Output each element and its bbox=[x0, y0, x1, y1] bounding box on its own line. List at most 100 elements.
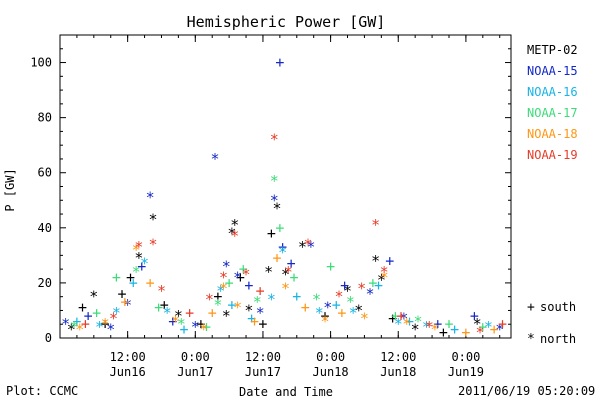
data-point: * bbox=[227, 224, 236, 242]
data-point: * bbox=[425, 318, 434, 336]
data-point: + bbox=[405, 312, 414, 330]
data-point: + bbox=[72, 312, 81, 330]
data-point: + bbox=[478, 318, 487, 336]
data-point: + bbox=[202, 318, 211, 336]
data-point: + bbox=[239, 260, 248, 278]
x-tick-time-label: 12:00 bbox=[245, 350, 281, 364]
x-tick-date-label: Jun19 bbox=[448, 365, 484, 379]
data-point: * bbox=[495, 321, 504, 339]
legend-entry: NOAA-15 bbox=[527, 64, 578, 78]
data-point: + bbox=[444, 315, 453, 333]
data-point: * bbox=[270, 172, 279, 190]
data-point: * bbox=[199, 321, 208, 339]
data-point: * bbox=[484, 318, 493, 336]
data-point: + bbox=[332, 296, 341, 314]
data-point: + bbox=[301, 299, 310, 317]
data-point: + bbox=[196, 315, 205, 333]
data-point: * bbox=[70, 318, 79, 336]
data-point: * bbox=[399, 310, 408, 328]
data-point: + bbox=[213, 288, 222, 306]
y-tick-label: 80 bbox=[38, 111, 52, 125]
data-point: * bbox=[264, 263, 273, 281]
data-point: + bbox=[126, 268, 135, 286]
data-point: + bbox=[368, 274, 377, 292]
data-point: + bbox=[450, 321, 459, 339]
data-point: + bbox=[267, 224, 276, 242]
y-tick-label: 40 bbox=[38, 221, 52, 235]
data-point: * bbox=[233, 299, 242, 317]
data-point: * bbox=[284, 263, 293, 281]
data-point: * bbox=[281, 266, 290, 284]
data-point: * bbox=[371, 216, 380, 234]
marker-legend-symbol: + bbox=[527, 300, 535, 315]
data-point: * bbox=[270, 191, 279, 209]
data-point: * bbox=[270, 131, 279, 149]
data-point: * bbox=[430, 321, 439, 339]
data-point: + bbox=[388, 310, 397, 328]
data-point: * bbox=[402, 315, 411, 333]
data-point: * bbox=[357, 279, 366, 297]
x-tick-time-label: 12:00 bbox=[110, 350, 146, 364]
data-point: + bbox=[275, 54, 284, 72]
data-point: * bbox=[230, 216, 239, 234]
data-point: * bbox=[281, 279, 290, 297]
x-tick-date-label: Jun17 bbox=[177, 365, 213, 379]
data-point: * bbox=[67, 321, 76, 339]
y-tick-label: 100 bbox=[30, 56, 52, 70]
data-point: * bbox=[304, 235, 313, 253]
chart-title: Hemispheric Power [GW] bbox=[187, 13, 386, 31]
y-tick-label: 60 bbox=[38, 166, 52, 180]
data-point: * bbox=[411, 321, 420, 339]
data-point: * bbox=[256, 304, 265, 322]
data-point: * bbox=[123, 296, 132, 314]
data-point: * bbox=[174, 307, 183, 325]
data-point: + bbox=[273, 249, 282, 267]
data-point: + bbox=[374, 277, 383, 295]
data-point: * bbox=[163, 304, 172, 322]
data-point: * bbox=[343, 282, 352, 300]
data-points: *+*+++**+* ++***+*+*+***+****+* + ** +**+*+ *… bbox=[61, 54, 507, 342]
x-tick-date-label: Jun18 bbox=[313, 365, 349, 379]
data-point: + bbox=[78, 299, 87, 317]
legend-entry: NOAA-18 bbox=[527, 127, 578, 141]
legend-entry: NOAA-19 bbox=[527, 148, 578, 162]
data-point: * bbox=[132, 241, 141, 259]
data-point: * bbox=[134, 249, 143, 267]
data-point: * bbox=[335, 288, 344, 306]
data-point: + bbox=[470, 307, 479, 325]
x-tick-date-label: Jun16 bbox=[110, 365, 146, 379]
footer-timestamp: 2011/06/19 05:20:09 bbox=[458, 384, 596, 398]
data-point: * bbox=[89, 288, 98, 306]
data-point: * bbox=[213, 296, 222, 314]
data-point: + bbox=[340, 277, 349, 295]
data-point: + bbox=[154, 299, 163, 317]
data-point: + bbox=[337, 304, 346, 322]
marker-legend: + south * north bbox=[527, 300, 576, 347]
data-point: + bbox=[320, 307, 329, 325]
data-point: * bbox=[349, 304, 358, 322]
footer-source: Plot: CCMC bbox=[6, 384, 79, 398]
data-point: * bbox=[75, 321, 84, 339]
x-tick-time-label: 0:00 bbox=[451, 350, 480, 364]
data-point: + bbox=[137, 257, 146, 275]
data-point: + bbox=[225, 274, 234, 292]
data-point: + bbox=[292, 288, 301, 306]
data-point: * bbox=[380, 268, 389, 286]
data-point: * bbox=[61, 315, 70, 333]
data-point: + bbox=[385, 252, 394, 270]
data-point: * bbox=[273, 200, 282, 218]
data-point: * bbox=[371, 252, 380, 270]
data-point: * bbox=[219, 268, 228, 286]
data-point: + bbox=[146, 274, 155, 292]
data-point: * bbox=[106, 321, 115, 339]
data-point: * bbox=[230, 227, 239, 245]
legend-entry: METP-02 bbox=[527, 43, 578, 57]
legend-entry: NOAA-16 bbox=[527, 85, 578, 99]
data-point: + bbox=[120, 293, 129, 311]
data-point: + bbox=[117, 285, 126, 303]
data-point: * bbox=[157, 282, 166, 300]
data-point: * bbox=[146, 189, 155, 207]
data-point: + bbox=[236, 268, 245, 286]
marker-legend-label: south bbox=[540, 300, 576, 314]
